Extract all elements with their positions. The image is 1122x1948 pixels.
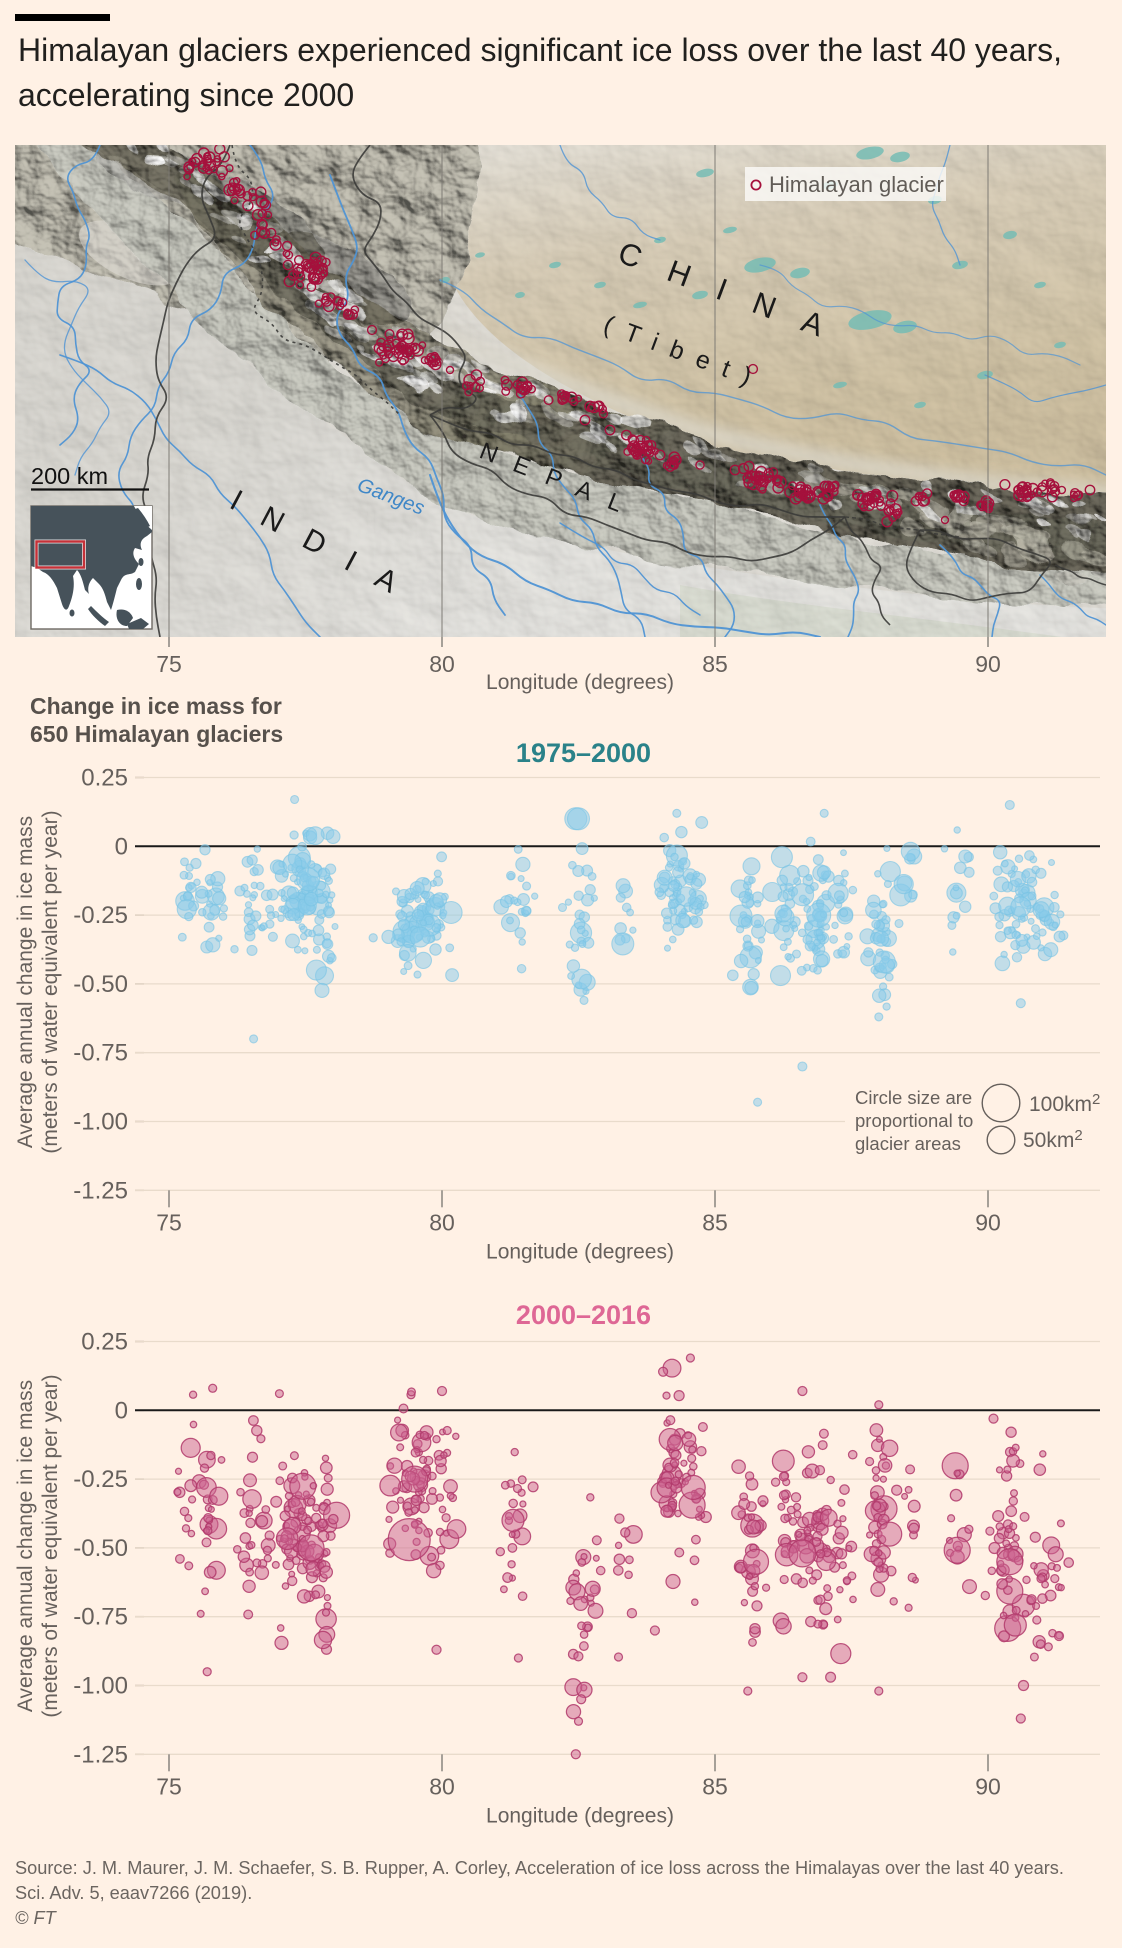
svg-text:-1.00: -1.00 [73,1109,128,1136]
svg-text:75: 75 [156,651,182,677]
svg-text:0: 0 [115,1397,128,1424]
svg-text:85: 85 [702,651,728,677]
svg-text:0: 0 [115,833,128,860]
svg-text:85: 85 [702,1209,728,1235]
svg-text:-1.25: -1.25 [73,1177,128,1204]
svg-text:80: 80 [429,1773,455,1799]
svg-text:proportional to: proportional to [855,1110,973,1131]
svg-text:-0.75: -0.75 [73,1040,128,1067]
svg-text:Longitude (degrees): Longitude (degrees) [486,1240,674,1263]
svg-text:80: 80 [429,1209,455,1235]
svg-text:Average annual change in ice m: Average annual change in ice mass(meters… [14,1374,62,1717]
svg-text:Average annual change in ice m: Average annual change in ice mass(meters… [14,810,62,1153]
svg-text:Circle size are: Circle size are [855,1087,972,1108]
svg-text:Himalayan glacier: Himalayan glacier [769,172,944,197]
svg-text:Longitude (degrees): Longitude (degrees) [486,671,674,694]
svg-text:-0.25: -0.25 [73,902,128,929]
svg-text:0.25: 0.25 [81,766,128,792]
svg-text:-0.25: -0.25 [73,1466,128,1493]
svg-text:90: 90 [975,1209,1001,1235]
svg-text:90: 90 [975,1773,1001,1799]
svg-text:0.25: 0.25 [81,1330,128,1356]
svg-text:85: 85 [702,1773,728,1799]
svg-text:-1.00: -1.00 [73,1673,128,1700]
svg-text:-0.50: -0.50 [73,1535,128,1562]
svg-text:100km2: 100km2 [1029,1091,1100,1116]
svg-text:Longitude (degrees): Longitude (degrees) [486,1804,674,1827]
svg-text:75: 75 [156,1773,182,1799]
svg-text:-1.25: -1.25 [73,1741,128,1768]
svg-text:-0.75: -0.75 [73,1604,128,1631]
svg-text:200 km: 200 km [31,463,108,489]
svg-text:90: 90 [975,651,1001,677]
svg-text:75: 75 [156,1209,182,1235]
svg-text:-0.50: -0.50 [73,971,128,998]
svg-text:glacier areas: glacier areas [855,1133,961,1154]
svg-text:80: 80 [429,651,455,677]
svg-text:50km2: 50km2 [1023,1127,1083,1152]
